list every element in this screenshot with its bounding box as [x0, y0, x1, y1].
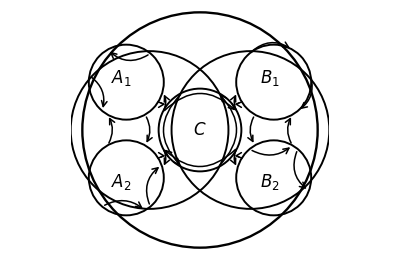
Text: $C$: $C$: [193, 121, 207, 139]
Text: $A_{2}$: $A_{2}$: [111, 172, 131, 192]
Text: $B_{2}$: $B_{2}$: [260, 172, 280, 192]
Text: $B_{1}$: $B_{1}$: [260, 68, 280, 88]
Text: $A_{1}$: $A_{1}$: [111, 68, 132, 88]
